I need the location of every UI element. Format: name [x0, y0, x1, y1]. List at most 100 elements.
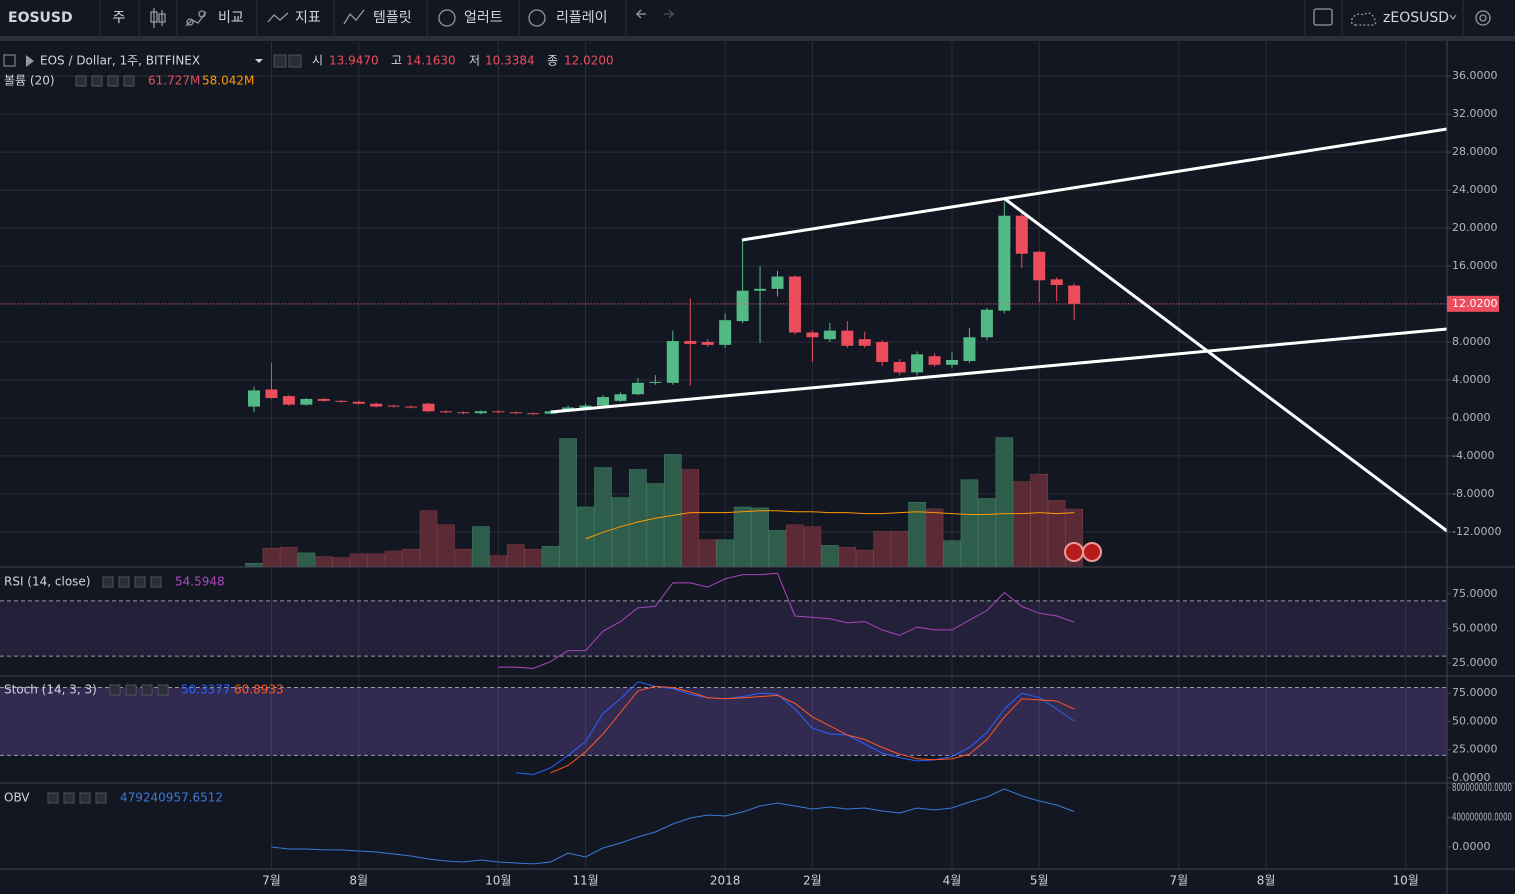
volume-bar	[594, 467, 612, 568]
y-tick-label: 0.0000	[1452, 771, 1491, 784]
candle-body	[998, 215, 1011, 311]
volume-bar	[786, 524, 804, 568]
event-flag[interactable]	[1064, 542, 1084, 562]
x-tick-label: 8월	[349, 874, 368, 888]
y-tick-label: 400000000.0000	[1452, 810, 1512, 823]
settings-button[interactable]	[1475, 10, 1491, 26]
last-price-box	[1447, 295, 1499, 312]
volume-bar	[1047, 500, 1066, 568]
volume-legend-title[interactable]: 볼륨 (20)	[4, 74, 55, 88]
y-tick-label: 800000000.0000	[1452, 781, 1512, 794]
rsi-legend-title[interactable]: RSI (14, close)	[4, 575, 90, 589]
pane-borders	[0, 41, 1515, 894]
x-tick-label: 5월	[1030, 874, 1049, 888]
main-legend-title[interactable]: EOS / Dollar, 1주, BITFINEX	[40, 54, 200, 68]
event-flag[interactable]	[1082, 542, 1102, 562]
collapse-button[interactable]	[3, 54, 16, 67]
y-tick-label: 32.0000	[1452, 107, 1498, 120]
template-button[interactable]: 템플릿	[373, 10, 412, 26]
legend-dropdown[interactable]	[255, 59, 263, 63]
y-tick-label: 25.0000	[1452, 656, 1498, 669]
volume-bar	[978, 498, 996, 568]
trend-line[interactable]	[550, 327, 1448, 414]
alert-button[interactable]: 얼러트	[464, 10, 503, 26]
replay-icon	[528, 9, 546, 27]
x-tick-label: 7월	[262, 874, 281, 888]
x-tick-label: 7월	[1170, 874, 1189, 888]
stoch-legend-title[interactable]: Stoch (14, 3, 3)	[4, 683, 97, 697]
volume-bar	[768, 530, 787, 568]
candle-body	[509, 412, 522, 414]
symbol-flag	[26, 55, 34, 67]
y-tick-label: 20.0000	[1452, 221, 1498, 234]
volume-bar	[384, 550, 403, 568]
candle-body	[754, 288, 767, 291]
x-tick-label: 8월	[1257, 874, 1276, 888]
interval[interactable]: 주	[113, 10, 126, 26]
candle-body	[893, 361, 906, 373]
candle-body	[788, 276, 801, 333]
volume-bar	[454, 548, 473, 568]
alert-icon	[438, 9, 456, 27]
legend-buttons	[273, 54, 302, 68]
volume-bar	[995, 437, 1014, 568]
chart-type-icon[interactable]	[150, 8, 166, 28]
grid-layer	[0, 42, 1451, 868]
account-layout[interactable]: zEOSUSD	[1383, 10, 1449, 26]
obv-legend-title[interactable]: OBV	[4, 791, 30, 805]
indicator-line	[550, 685, 1075, 774]
band-fill	[0, 687, 1447, 756]
candle-body	[736, 290, 749, 322]
volume-bar	[402, 548, 420, 568]
candle-body	[963, 337, 976, 361]
y-tick-label: 75.0000	[1452, 587, 1498, 600]
volume-bar	[733, 506, 752, 568]
candle-body	[527, 413, 540, 415]
band-fill	[0, 600, 1447, 657]
trend-line[interactable]	[741, 127, 1448, 242]
stoch-d-value: 60.8933	[234, 683, 284, 697]
x-tick-label: 2018	[710, 874, 741, 888]
ohlc-value: 12.0200	[564, 54, 614, 68]
y-tick-label: 36.0000	[1452, 69, 1498, 82]
candle-body	[841, 330, 854, 346]
y-tick-label: -8.0000	[1452, 487, 1494, 500]
candle-body	[876, 342, 889, 362]
compare-icon	[185, 10, 207, 27]
y-tick-label: 50.0000	[1452, 714, 1498, 727]
candle-body	[823, 330, 836, 340]
undo-button[interactable]	[635, 9, 646, 19]
candle-body	[597, 397, 609, 406]
candle-body	[928, 356, 941, 365]
y-tick-label: 0.0000	[1452, 840, 1491, 853]
toolbar-border	[0, 36, 1515, 41]
volume-bar	[838, 547, 857, 568]
fullscreen-button[interactable]	[1313, 8, 1333, 26]
volume-bar	[925, 508, 944, 568]
volume-bar	[960, 479, 979, 568]
symbol[interactable]: EOSUSD	[8, 10, 73, 26]
candle-body	[457, 412, 470, 414]
redo-button[interactable]	[664, 9, 675, 19]
volume-bar	[506, 544, 525, 568]
volume-bar	[314, 556, 333, 568]
y-tick-label: 8.0000	[1452, 335, 1491, 348]
volume-bar	[367, 553, 385, 568]
compare-button[interactable]: 비교	[218, 10, 244, 26]
marks-layer	[0, 201, 1447, 865]
y-tick-label: 50.0000	[1452, 621, 1498, 634]
volume-bar	[873, 531, 892, 568]
trend-line[interactable]	[1004, 197, 1448, 533]
candle-body	[980, 309, 993, 338]
volume-bar	[245, 562, 263, 568]
volume-ma-line	[585, 510, 1075, 540]
replay-button[interactable]: 리플레이	[556, 10, 608, 26]
legend-buttons	[47, 792, 107, 804]
volume-bar	[890, 531, 909, 568]
x-tick-label: 10월	[485, 874, 511, 888]
ohlc-label: 고	[391, 54, 402, 68]
layout-dropdown[interactable]	[1449, 14, 1457, 21]
y-tick-label: 28.0000	[1452, 145, 1498, 158]
indicator-button[interactable]: 지표	[295, 10, 321, 26]
candle-body	[1015, 215, 1028, 254]
